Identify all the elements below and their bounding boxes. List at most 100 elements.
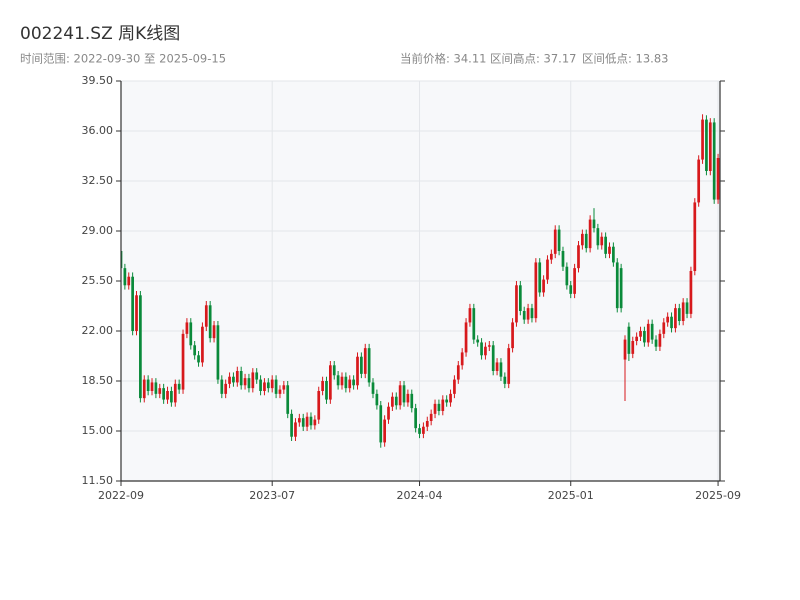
candle-body — [391, 396, 394, 407]
x-tick-label: 2025-01 — [548, 489, 594, 502]
candle-body — [139, 295, 142, 399]
candle-body — [689, 271, 693, 314]
candle-body — [604, 236, 607, 254]
candle-body — [340, 376, 344, 386]
candle-body — [367, 348, 371, 383]
chart-title: 002241.SZ 周K线图 — [20, 24, 180, 44]
candle-body — [247, 378, 251, 389]
candle-body — [557, 229, 561, 251]
candle-body — [394, 396, 398, 406]
candle-body — [263, 382, 266, 391]
candle-body — [468, 308, 472, 323]
candle-body — [402, 385, 406, 403]
candle-body — [654, 339, 658, 347]
candle-body — [670, 316, 673, 329]
candle-body — [422, 426, 425, 434]
candle-body — [325, 381, 328, 400]
candle-body — [460, 352, 464, 366]
candle-body — [406, 393, 410, 403]
candle-body — [317, 391, 321, 420]
candle-body — [499, 362, 503, 377]
candle-body — [495, 362, 499, 371]
candle-body — [472, 308, 476, 340]
candle-body — [445, 399, 449, 403]
candle-body — [429, 413, 433, 421]
candle-body — [526, 308, 530, 320]
candle-body — [127, 276, 131, 286]
candle-body — [674, 308, 677, 329]
candle-body — [375, 393, 379, 406]
candle-body — [588, 219, 592, 249]
candle-body — [398, 385, 402, 406]
candle-body — [685, 302, 689, 314]
candle-body — [701, 119, 704, 160]
candle-body — [232, 376, 235, 383]
candle-body — [235, 371, 239, 383]
candle-body — [383, 419, 386, 443]
candle-body — [596, 228, 600, 246]
candle-body — [201, 326, 204, 363]
candle-body — [309, 416, 313, 426]
candle-body — [352, 379, 355, 386]
candle-body — [301, 418, 305, 427]
candle-body — [220, 379, 224, 394]
candle-body — [623, 339, 627, 360]
candle-body — [705, 119, 708, 171]
candle-body — [193, 345, 197, 356]
candle-body — [592, 219, 596, 229]
x-tick-label: 2022-09 — [98, 489, 144, 502]
candle-body — [162, 388, 166, 400]
candle-body — [228, 376, 231, 384]
candle-body — [503, 376, 507, 384]
candle-body — [414, 408, 418, 429]
candle-body — [553, 229, 557, 254]
candle-body — [270, 379, 274, 389]
candle-body — [290, 413, 293, 437]
candle-body — [608, 246, 611, 254]
candle-body — [305, 416, 309, 427]
y-tick-label: 11.50 — [82, 474, 114, 487]
y-tick-label: 39.50 — [82, 74, 114, 87]
candle-body — [329, 365, 332, 400]
candle-body — [530, 308, 534, 319]
y-tick-label: 36.00 — [82, 124, 114, 137]
y-tick-label: 25.50 — [82, 274, 114, 287]
candle-body — [313, 419, 317, 426]
candle-body — [321, 381, 324, 391]
candle-body — [631, 341, 635, 354]
candle-body — [371, 382, 375, 394]
candle-body — [639, 331, 642, 337]
candle-body — [538, 262, 542, 293]
candle-body — [181, 333, 185, 390]
candle-body — [282, 385, 286, 390]
y-tick-label: 22.00 — [82, 324, 114, 337]
candle-body — [131, 276, 134, 331]
axes: 11.50 15.00 18.50 22.00 25.50 29.00 32.50 36.00… — [82, 74, 742, 502]
candle-body — [546, 259, 549, 280]
candle-body — [332, 365, 336, 376]
candle-body — [208, 305, 212, 339]
subtitle: 时间范围: 2022-09-30 至 2025-09-15 — [20, 52, 226, 66]
candle-body — [484, 346, 487, 356]
stat: 区间高点: 37.17 — [490, 52, 576, 66]
candle-body — [425, 421, 429, 427]
candle-body — [635, 336, 639, 341]
y-tick-label: 15.00 — [82, 424, 114, 437]
candle-body — [170, 391, 173, 403]
candle-body — [522, 311, 526, 320]
candle-body — [643, 331, 646, 343]
candle-body — [150, 382, 154, 391]
candle-body — [662, 322, 666, 334]
candle-body — [708, 122, 712, 171]
candle-body — [251, 372, 255, 389]
y-tick-label: 32.50 — [82, 174, 114, 187]
candle-body — [216, 325, 220, 380]
candle-body — [581, 233, 584, 246]
candle-body — [255, 372, 259, 380]
candle-body — [212, 325, 216, 339]
candle-body — [615, 262, 619, 309]
candle-body — [681, 302, 685, 321]
candle-body — [449, 393, 452, 403]
candle-body — [344, 376, 348, 389]
